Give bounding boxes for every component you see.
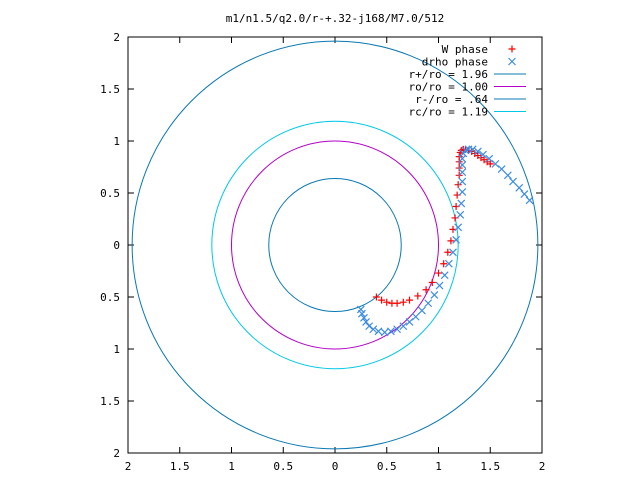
w-phase-point: [383, 298, 391, 306]
drho-phase-point: [357, 309, 366, 318]
legend-label: r+/ro = 1.96: [409, 68, 488, 81]
legend-marker: [508, 57, 516, 66]
y-tick-label: 1: [113, 135, 120, 148]
drho-phase-point: [405, 318, 414, 326]
legend-label: rc/ro = 1.19: [409, 106, 488, 119]
x-tick-label: 0.5: [273, 460, 293, 473]
y-tick-label: 2: [113, 31, 120, 44]
x-tick-label: 1: [228, 460, 235, 473]
y-tick-label: 0.5: [100, 187, 120, 200]
legend-label: drho phase: [422, 56, 488, 69]
y-tick-label: 2: [113, 447, 120, 460]
drho-phase-point: [444, 259, 453, 268]
drho-phase-point: [458, 177, 467, 186]
w-phase-point: [393, 299, 401, 307]
x-tick-label: 1.5: [480, 460, 500, 473]
drho-phase-point: [458, 188, 467, 196]
drho-phase-point: [362, 318, 370, 326]
x-tick-label: 1.5: [170, 460, 190, 473]
drho-phase-point: [458, 160, 467, 169]
drho-phase-point: [380, 328, 389, 337]
drho-phase-point: [449, 248, 457, 257]
drho-phase-point: [399, 322, 408, 331]
w-phase-point: [399, 298, 407, 306]
drho-phase-point: [503, 171, 512, 180]
y-tick-label: 0.5: [100, 291, 120, 304]
drho-phase-point: [418, 306, 426, 315]
x-tick-label: 2: [125, 460, 132, 473]
w-phase-point: [454, 181, 462, 189]
circle-curve: [268, 177, 402, 313]
legend-label: W phase: [442, 43, 488, 56]
legend-marker: [508, 45, 516, 53]
drho-phase-point: [509, 177, 517, 186]
w-phase-point: [435, 269, 442, 277]
y-tick-label: 0: [113, 239, 120, 252]
y-tick-label: 1.5: [100, 83, 120, 96]
circle-curve: [231, 140, 439, 350]
chart-title: m1/n1.5/q2.0/r-+.32-j168/M7.0/512: [226, 12, 445, 25]
drho-phase-point: [485, 154, 494, 163]
w-phase-point: [440, 260, 448, 268]
w-phase-point: [428, 278, 436, 286]
drho-phase-point: [452, 235, 461, 244]
w-phase-point: [455, 153, 463, 161]
drho-phase-point: [468, 145, 477, 154]
drho-phase-point: [457, 199, 466, 208]
legend-label: ro/ro = 1.00: [409, 81, 488, 94]
w-phase-point: [444, 248, 452, 256]
drho-phase-point: [515, 183, 524, 192]
y-tick-label: 1.5: [100, 395, 120, 408]
circle-curve: [211, 120, 459, 370]
drho-phase-point: [456, 210, 465, 219]
circle-curve: [131, 40, 539, 450]
x-tick-label: 1: [435, 460, 442, 473]
drho-phase-point: [369, 325, 378, 334]
legend-label: r-/ro = .64: [415, 93, 488, 106]
x-tick-label: 0: [332, 460, 339, 473]
drho-phase-point: [430, 290, 439, 299]
drho-phase-point: [411, 312, 420, 321]
drho-phase-point: [393, 325, 402, 334]
w-phase-point: [486, 160, 494, 168]
w-phase-point: [406, 296, 414, 304]
w-phase-point: [414, 292, 422, 300]
w-phase-point: [422, 286, 430, 294]
y-tick-label: 1: [113, 343, 120, 356]
drho-phase-point: [360, 313, 368, 322]
drho-phase-point: [520, 190, 529, 198]
drho-phase-point: [473, 147, 482, 156]
w-phase-point: [372, 293, 380, 301]
drho-phase-point: [491, 159, 500, 168]
drho-phase-point: [374, 327, 383, 336]
drho-phase-point: [424, 299, 433, 308]
w-phase-point: [378, 296, 386, 304]
drho-phase-point: [386, 327, 395, 336]
drho-phase-point: [458, 168, 467, 177]
drho-phase-point: [440, 271, 449, 280]
drho-phase-point: [454, 223, 463, 232]
drho-phase-point: [497, 165, 506, 174]
drho-phase-point: [435, 281, 444, 290]
drho-phase-point: [525, 196, 534, 205]
x-tick-label: 2: [539, 460, 546, 473]
drho-phase-point: [365, 322, 374, 331]
w-phase-point: [447, 237, 455, 245]
x-tick-label: 0.5: [377, 460, 397, 473]
drho-phase-point: [479, 150, 487, 159]
